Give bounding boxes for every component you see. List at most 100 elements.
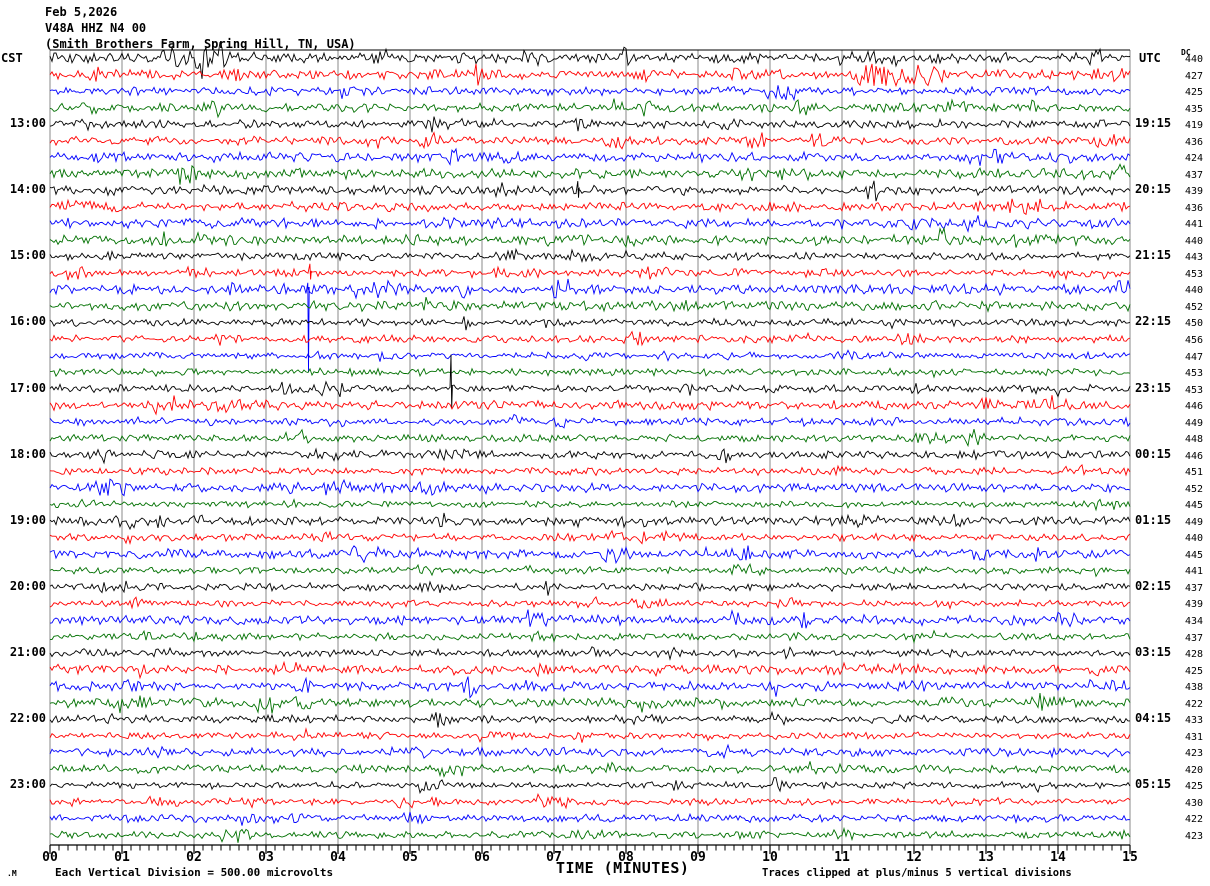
x-tick-label: 15	[1122, 850, 1138, 865]
scale-note: Each Vertical Division = 500.00 microvol…	[55, 866, 334, 879]
x-tick-label: 05	[402, 850, 418, 865]
seismogram-trace-row-4	[49, 116, 1131, 133]
seismogram-trace-row-28	[49, 512, 1131, 531]
clip-note: Traces clipped at plus/minus 5 vertical …	[762, 867, 1072, 879]
dc-value: 453	[1185, 384, 1204, 396]
right-time-label: 05:15	[1135, 777, 1172, 792]
seismogram-trace-row-44	[49, 777, 1131, 794]
seismogram-trace-row-24	[49, 447, 1131, 465]
seismogram-trace-row-46	[49, 811, 1131, 826]
seismogram-trace-row-14	[49, 278, 1131, 373]
right-timezone-label: UTC	[1139, 51, 1161, 65]
dc-value: 436	[1185, 136, 1204, 148]
seismogram-trace-row-38	[49, 676, 1131, 699]
right-time-label: 04:15	[1135, 711, 1172, 726]
left-time-label: 20:00	[9, 578, 46, 593]
x-tick-label: 12	[906, 850, 922, 865]
dc-value: 439	[1185, 599, 1204, 611]
seismogram-trace-row-32	[49, 580, 1131, 596]
seismogram-trace-row-9	[49, 198, 1131, 216]
seismogram-trace-row-16	[49, 316, 1131, 331]
seismogram-trace-row-29	[49, 529, 1131, 546]
seismogram-trace-row-27	[49, 498, 1131, 512]
x-tick-label: 14	[1050, 850, 1066, 865]
seismogram-trace-row-2	[49, 85, 1131, 102]
dc-value: 420	[1185, 764, 1204, 776]
left-time-label: 16:00	[9, 314, 46, 329]
dc-value: 441	[1185, 219, 1204, 231]
seismogram-trace-row-10	[49, 215, 1131, 233]
seismogram-trace-row-20	[49, 354, 1131, 409]
seismogram-trace-row-8	[49, 180, 1131, 202]
dc-value: 441	[1185, 566, 1204, 578]
header-location: (Smith Brothers Farm, Spring Hill, TN, U…	[45, 37, 356, 51]
x-tick-label: 04	[330, 850, 346, 865]
right-time-label: 01:15	[1135, 512, 1172, 527]
seismogram-trace-row-1	[49, 63, 1131, 88]
dc-column-header: DC	[1181, 48, 1191, 57]
left-timezone-label: CST	[1, 51, 23, 65]
x-tick-label: 03	[258, 850, 274, 865]
x-tick-label: 07	[546, 850, 562, 865]
seismogram-trace-row-47	[49, 826, 1131, 843]
seismogram-trace-row-3	[49, 98, 1131, 119]
seismogram-trace-row-18	[49, 349, 1131, 362]
x-tick-label: 09	[690, 850, 706, 865]
seismogram-trace-row-31	[49, 563, 1131, 578]
dc-value: 440	[1185, 235, 1204, 247]
seismogram-trace-row-26	[49, 478, 1131, 497]
seismogram-trace-row-41	[49, 727, 1131, 743]
left-time-label: 14:00	[9, 182, 46, 197]
seismogram-trace-row-33	[49, 596, 1131, 610]
seismogram-trace-row-15	[49, 296, 1131, 313]
seismogram-trace-row-19	[50, 367, 1131, 379]
left-time-label: 19:00	[9, 512, 46, 527]
left-time-label: 18:00	[9, 446, 46, 461]
seismogram-trace-row-23	[49, 428, 1131, 448]
dc-value: 430	[1185, 797, 1204, 809]
right-time-label: 21:15	[1135, 248, 1172, 263]
dc-value: 446	[1185, 401, 1204, 413]
dc-value: 427	[1185, 70, 1204, 82]
dc-value: 428	[1185, 649, 1204, 661]
left-time-label: 22:00	[9, 711, 46, 726]
dc-value: 451	[1185, 467, 1204, 479]
footer-glyph: .M	[7, 869, 17, 878]
dc-value: 433	[1185, 715, 1204, 727]
dc-value: 437	[1185, 632, 1204, 644]
seismogram-trace-row-17	[49, 330, 1131, 347]
dc-value: 423	[1185, 748, 1204, 760]
dc-value: 450	[1185, 318, 1204, 330]
dc-value: 452	[1185, 301, 1204, 313]
seismogram-trace-row-35	[49, 629, 1131, 645]
seismogram-trace-row-21	[49, 395, 1131, 416]
seismogram-trace-row-0	[49, 41, 1131, 79]
seismogram-trace-row-11	[49, 226, 1131, 249]
x-tick-label: 11	[834, 850, 850, 865]
dc-value: 447	[1185, 351, 1204, 363]
dc-value: 419	[1185, 120, 1204, 132]
dc-value: 423	[1185, 830, 1204, 842]
seismogram-trace-row-13	[49, 263, 1131, 281]
dc-value: 445	[1185, 500, 1204, 512]
seismogram-trace-row-39	[49, 693, 1131, 714]
left-time-label: 17:00	[9, 380, 46, 395]
seismogram-trace-row-42	[49, 743, 1131, 760]
dc-value: 446	[1185, 450, 1204, 462]
dc-value: 435	[1185, 103, 1204, 115]
dc-value: 434	[1185, 616, 1204, 628]
x-tick-label: 08	[618, 850, 634, 865]
dc-value: 440	[1185, 285, 1204, 297]
dc-value: 425	[1185, 665, 1204, 677]
x-tick-label: 02	[186, 850, 202, 865]
dc-value: 422	[1185, 698, 1204, 710]
left-time-label: 21:00	[9, 645, 46, 660]
dc-value: 456	[1185, 335, 1204, 346]
dc-value: 438	[1185, 682, 1204, 694]
dc-value: 445	[1185, 549, 1204, 561]
dc-value: 453	[1185, 268, 1204, 280]
seismogram-trace-row-12	[49, 247, 1131, 264]
seismogram-trace-row-6	[49, 147, 1131, 166]
